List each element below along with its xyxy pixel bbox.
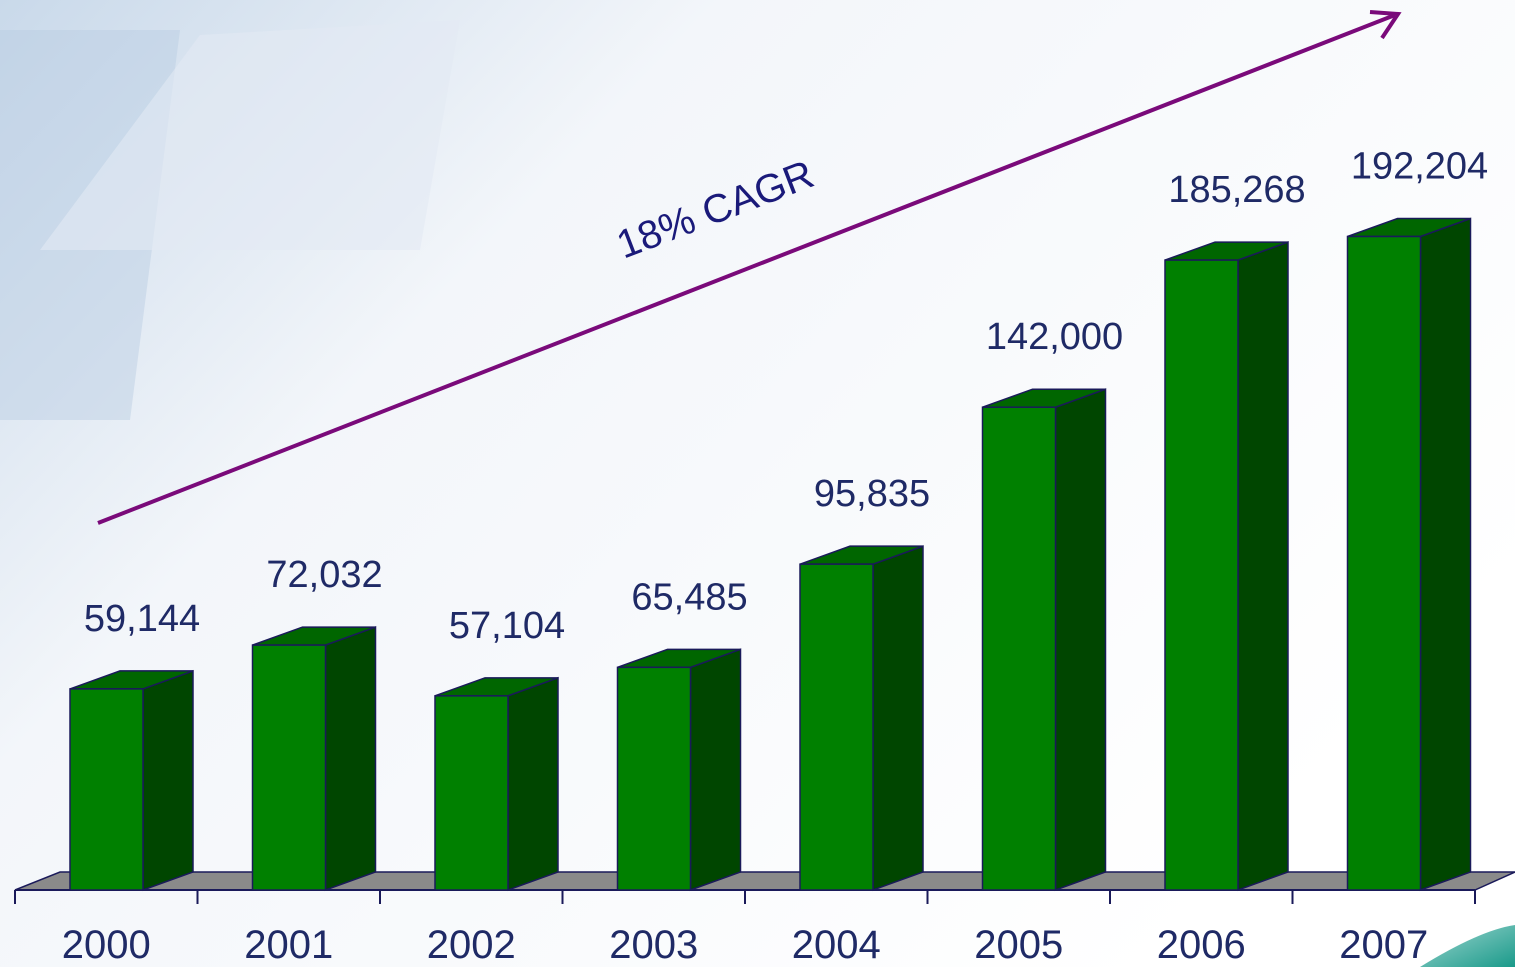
x-tick-label: 2006	[1157, 923, 1246, 967]
trend-arrow-head	[1369, 10, 1402, 40]
bar	[1164, 259, 1239, 891]
value-label: 192,204	[1351, 146, 1488, 188]
value-label: 142,000	[986, 316, 1123, 358]
x-tick-label: 2002	[427, 923, 516, 967]
x-tick-label: 2003	[609, 923, 698, 967]
value-label: 72,032	[266, 554, 382, 596]
x-tick-label: 2004	[792, 923, 881, 967]
x-tick-label: 2000	[62, 923, 151, 967]
value-label: 57,104	[449, 605, 565, 647]
value-label: 65,485	[631, 576, 747, 618]
value-label: 95,835	[814, 473, 930, 515]
bar-side	[872, 545, 924, 892]
bar	[981, 406, 1057, 891]
bar-side	[142, 669, 194, 892]
bar	[434, 695, 509, 891]
background-shape	[40, 20, 460, 250]
bar-side	[1419, 217, 1472, 892]
bar-side	[689, 648, 742, 892]
bar-side	[1237, 241, 1289, 892]
x-tick-label: 2007	[1339, 923, 1428, 967]
bar-side	[324, 626, 377, 892]
bar	[69, 688, 144, 891]
bar	[1346, 235, 1422, 891]
bar	[251, 644, 327, 891]
bar	[799, 563, 874, 891]
bar	[616, 666, 692, 891]
x-tick-label: 2005	[974, 923, 1063, 967]
trend-arrow	[97, 13, 1396, 525]
background-swoosh	[1420, 925, 1515, 967]
bar-side	[1054, 388, 1107, 892]
x-tick-label: 2001	[244, 923, 333, 967]
value-label: 59,144	[84, 598, 200, 640]
floor	[14, 871, 1515, 891]
bar-side	[507, 676, 559, 892]
value-label: 185,268	[1168, 169, 1305, 211]
